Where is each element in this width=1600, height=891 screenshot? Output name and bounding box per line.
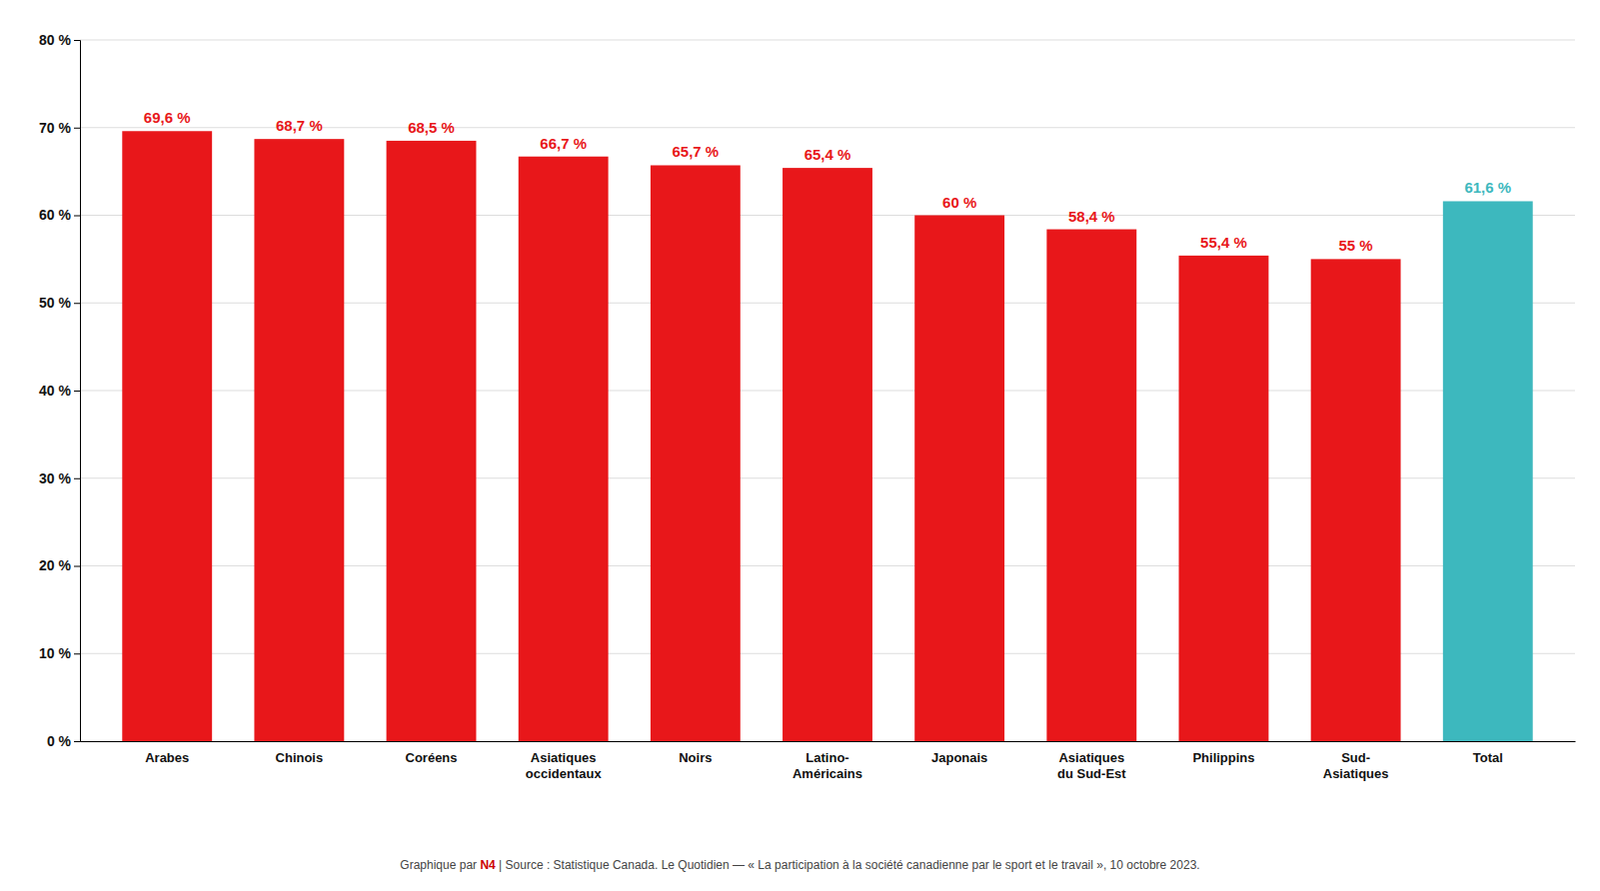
bar [386,140,477,742]
y-tick-label: 70 % [38,119,71,136]
x-axis: Arabes Chinois Coréens Asiatiquesoccidentau… [80,742,1577,782]
y-tick: 40 % [38,382,80,399]
x-tick: Asiatiquesdu Sud-Est [1057,750,1127,782]
y-tick: 20 % [38,557,80,574]
y-tick-mark [73,302,80,304]
data-label: 55,4 % [1200,233,1248,251]
y-axis-line [73,40,81,743]
bar [1443,200,1534,742]
y-tick-mark [73,478,80,480]
footnote: Graphique par N4 | Source : Statistique … [399,858,1200,873]
y-tick-label: 50 % [38,294,71,311]
y-tick-mark [73,39,80,41]
y-tick: 50 % [38,294,80,311]
x-tick-label: Coréens [405,750,458,766]
data-label: 61,6 % [1464,178,1512,196]
data-label: 66,7 % [539,134,587,152]
x-tick: Total [1473,750,1504,766]
data-labels: 69,6 % 68,7 % 68,5 % 66,7 % 65,7 % 65,4 % 60 %… [143,108,1512,254]
y-tick-label: 80 % [38,31,71,48]
bar [782,167,873,742]
plot-area [121,130,1533,742]
y-tick-label: 60 % [38,206,71,223]
y-tick-mark [73,127,80,129]
grid-line [79,39,1576,41]
footnote-segment: Graphique par [399,858,480,873]
bar [1179,255,1270,742]
footnote-segment: | Source : Statistique Canada. Le Quotid… [495,858,1201,873]
x-tick: Sud-Asiatiques [1323,750,1390,782]
y-tick: 10 % [38,645,80,662]
x-tick: Asiatiquesoccidentaux [525,750,603,782]
data-label: 69,6 % [143,108,191,126]
y-tick-label: 0 % [46,733,72,750]
y-tick: 30 % [38,470,80,487]
footnote-segment: N4 [479,858,496,873]
bar [1046,229,1137,742]
bar [518,156,609,742]
bar [121,130,212,742]
y-tick: 70 % [38,119,80,136]
y-tick-mark [73,215,80,217]
y-tick-mark [73,741,80,743]
x-tick: Noirs [678,750,712,766]
y-tick-mark [73,653,80,655]
chart: 0 % 10 % 20 % 30 % 40 % 50 % 60 % 70 % 80 % Arabe… [0,0,1600,891]
x-tick: Japonais [931,750,988,766]
y-tick: 60 % [38,206,80,223]
bar [253,138,344,742]
y-tick-mark [73,390,80,392]
x-tick: Chinois [275,750,324,766]
x-tick-label: Asiatiquesoccidentaux [525,750,603,782]
x-tick: Philippins [1192,750,1255,766]
x-tick: Latino-Américains [792,750,863,782]
x-tick-label: Japonais [931,750,988,766]
x-tick-label: Noirs [678,750,712,766]
bar [1311,258,1402,742]
data-label: 65,7 % [671,142,719,160]
data-label: 60 % [942,193,977,211]
grid [79,39,1576,742]
data-label: 68,7 % [275,116,323,134]
y-tick-label: 20 % [38,557,71,574]
bar [914,215,1005,743]
data-label: 55 % [1339,236,1374,254]
y-tick: 80 % [38,31,80,48]
y-tick: 0 % [46,733,80,750]
x-axis-line [80,741,1577,743]
x-tick-label: Sud-Asiatiques [1323,750,1390,782]
y-axis: 0 % 10 % 20 % 30 % 40 % 50 % 60 % 70 % 80 % [38,31,80,750]
x-tick-label: Arabes [144,750,189,766]
x-tick-label: Philippins [1192,750,1255,766]
x-tick-label: Latino-Américains [792,750,863,782]
x-tick-label: Total [1473,750,1504,766]
y-tick-label: 10 % [38,645,71,662]
y-tick-mark [73,566,80,568]
y-tick-label: 40 % [38,382,71,399]
data-label: 68,5 % [407,118,455,136]
x-tick: Coréens [405,750,458,766]
data-label: 58,4 % [1068,207,1116,225]
y-tick-label: 30 % [38,470,71,487]
x-tick-label: Chinois [275,750,324,766]
x-tick: Arabes [144,750,189,766]
x-tick-label: Asiatiquesdu Sud-Est [1057,750,1127,782]
data-label: 65,4 % [804,145,852,163]
bar [650,164,741,742]
